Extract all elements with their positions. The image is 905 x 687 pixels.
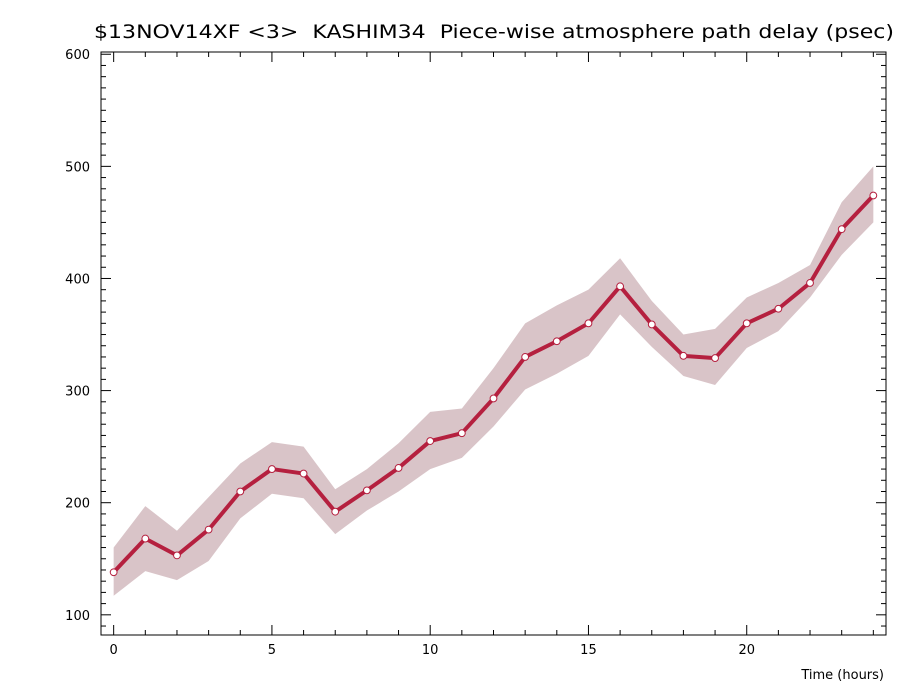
x-tick-label: 10 xyxy=(422,643,439,658)
data-point xyxy=(552,337,561,346)
y-tick-label: 500 xyxy=(65,160,90,175)
data-point xyxy=(362,486,371,495)
data-point xyxy=(584,319,593,328)
data-point xyxy=(173,551,181,560)
x-tick-label: 5 xyxy=(268,643,276,658)
x-tick-labels: 0 5 10 15 20 xyxy=(110,643,755,658)
data-point xyxy=(268,465,276,473)
marker-layer xyxy=(109,191,878,577)
data-point xyxy=(204,525,213,534)
y-tick-label: 200 xyxy=(65,497,90,512)
y-tick-labels: 100 200 300 400 500 600 xyxy=(65,48,90,624)
data-point xyxy=(426,437,435,445)
plot-frame xyxy=(100,51,887,636)
data-point xyxy=(869,191,878,200)
error-band-layer xyxy=(113,166,874,596)
y-tick-label: 400 xyxy=(65,272,90,287)
tick-layer xyxy=(101,52,886,635)
data-point xyxy=(521,353,530,361)
x-tick-label: 15 xyxy=(580,643,597,658)
data-point xyxy=(236,487,245,496)
y-tick-label: 300 xyxy=(65,385,90,400)
y-tick-label: 600 xyxy=(65,48,90,63)
data-point xyxy=(742,319,751,328)
x-axis-label: Time (hours) xyxy=(800,668,884,683)
data-point xyxy=(711,354,719,362)
chart-title: $13NOV14XF <3> KASHIM34 Piece-wise atmos… xyxy=(94,21,894,43)
data-point xyxy=(489,394,498,403)
x-tick-label: 0 xyxy=(110,643,118,658)
data-point xyxy=(647,320,656,329)
data-point xyxy=(109,568,118,577)
data-point xyxy=(837,225,846,234)
x-tick-label: 20 xyxy=(738,643,755,658)
data-point xyxy=(394,464,403,472)
data-point xyxy=(457,429,466,438)
data-point xyxy=(141,534,150,543)
data-point xyxy=(679,351,688,360)
data-point xyxy=(299,469,308,478)
data-point xyxy=(774,304,783,313)
error-band xyxy=(113,166,874,596)
data-point xyxy=(806,279,814,287)
y-tick-label: 100 xyxy=(65,609,90,624)
data-point xyxy=(331,507,340,516)
data-point xyxy=(616,282,625,291)
